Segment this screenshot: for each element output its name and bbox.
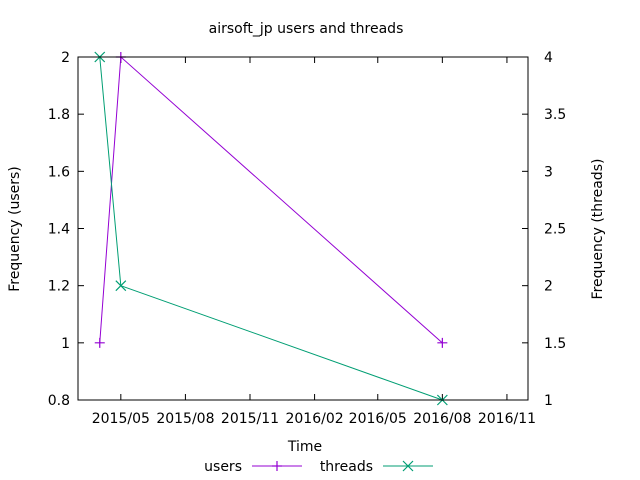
x-axis-title: Time bbox=[287, 439, 322, 455]
legend-label-users: users bbox=[204, 459, 242, 475]
data-point-users bbox=[437, 337, 448, 348]
right-y-tick-label: 4 bbox=[544, 50, 553, 66]
x-axis-ticks: 2015/05 2015/08 2015/11 2016/02 2016/05 2016/… bbox=[92, 57, 536, 427]
legend: users threads bbox=[204, 459, 433, 475]
x-tick-label: 2015/08 bbox=[156, 411, 214, 427]
data-point-users bbox=[94, 337, 105, 348]
chart-title: airsoft_jp users and threads bbox=[209, 21, 404, 37]
plot-frame bbox=[77, 56, 529, 401]
left-y-tick-label: 2 bbox=[61, 50, 70, 66]
data-point-threads bbox=[115, 280, 127, 292]
x-tick-label: 2016/11 bbox=[478, 411, 536, 427]
left-y-tick-label: 1.2 bbox=[48, 279, 70, 295]
x-tick-label: 2016/05 bbox=[349, 411, 407, 427]
right-y-axis-ticks: 1 1.5 2 2.5 3 3.5 4 bbox=[522, 50, 566, 409]
x-tick-label: 2015/05 bbox=[92, 411, 150, 427]
series-line-threads bbox=[99, 56, 443, 401]
legend-marker-threads bbox=[402, 460, 414, 472]
left-y-axis-ticks: 0.8 1 1.2 1.4 1.6 1.8 2 bbox=[48, 50, 84, 409]
legend-label-threads: threads bbox=[320, 459, 373, 475]
x-tick-label: 2016/08 bbox=[413, 411, 471, 427]
x-tick-label: 2015/11 bbox=[221, 411, 279, 427]
legend-marker-users bbox=[272, 461, 282, 471]
left-y-tick-label: 1 bbox=[61, 336, 70, 352]
right-y-tick-label: 1 bbox=[544, 393, 553, 409]
right-y-tick-label: 2.5 bbox=[544, 222, 566, 238]
right-y-tick-label: 3.5 bbox=[544, 107, 566, 123]
left-y-tick-label: 1.8 bbox=[48, 107, 70, 123]
left-y-axis-title: Frequency (users) bbox=[7, 166, 23, 292]
x-tick-label: 2016/02 bbox=[285, 411, 343, 427]
left-y-tick-label: 0.8 bbox=[48, 393, 70, 409]
right-y-axis-title: Frequency (threads) bbox=[590, 159, 606, 300]
right-y-tick-label: 2 bbox=[544, 279, 553, 295]
right-y-tick-label: 3 bbox=[544, 164, 553, 180]
left-y-tick-label: 1.4 bbox=[48, 222, 70, 238]
series-layer bbox=[94, 51, 448, 406]
right-y-tick-label: 1.5 bbox=[544, 336, 566, 352]
left-y-tick-label: 1.6 bbox=[48, 164, 70, 180]
series-line-users bbox=[99, 55, 443, 344]
